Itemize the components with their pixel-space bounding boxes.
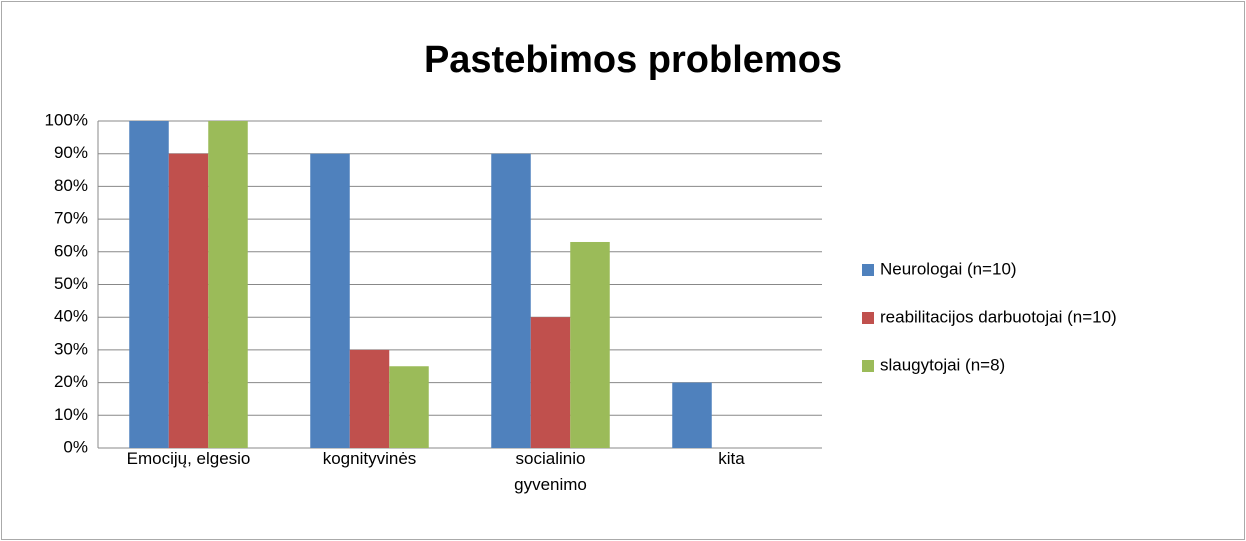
x-tick-label: socialinio gyvenimo [514,449,587,494]
x-tick-label: kognityvinės [322,449,417,468]
legend-swatch [862,264,874,276]
y-tick-label: 90% [54,143,88,162]
y-tick-label: 70% [54,209,88,228]
y-tick-label: 50% [54,274,88,293]
legend-label: reabilitacijos darbuotojai (n=10) [880,307,1117,326]
x-tick-label: kita [718,449,745,468]
y-tick-label: 0% [63,437,88,456]
x-tick-label: Emocijų, elgesio [126,449,251,468]
bar [530,317,571,448]
bar [168,153,209,448]
legend-swatch [862,312,874,324]
bar [672,382,712,448]
legend-swatch [862,360,874,372]
bar [208,121,248,448]
legend-label: slaugytojai (n=8) [880,355,1005,374]
legend-label: Neurologai (n=10) [880,259,1017,278]
chart-title: Pastebimos problemos [424,39,842,81]
bar [570,241,610,448]
bar [389,366,429,448]
bar [129,121,169,448]
bar [310,153,350,448]
y-tick-label: 100% [45,110,88,129]
y-tick-label: 80% [54,176,88,195]
bar [349,349,390,448]
y-tick-label: 10% [54,405,88,424]
y-tick-label: 20% [54,372,88,391]
y-tick-label: 30% [54,339,88,358]
y-tick-label: 60% [54,241,88,260]
bar [491,153,531,448]
y-tick-label: 40% [54,307,88,326]
